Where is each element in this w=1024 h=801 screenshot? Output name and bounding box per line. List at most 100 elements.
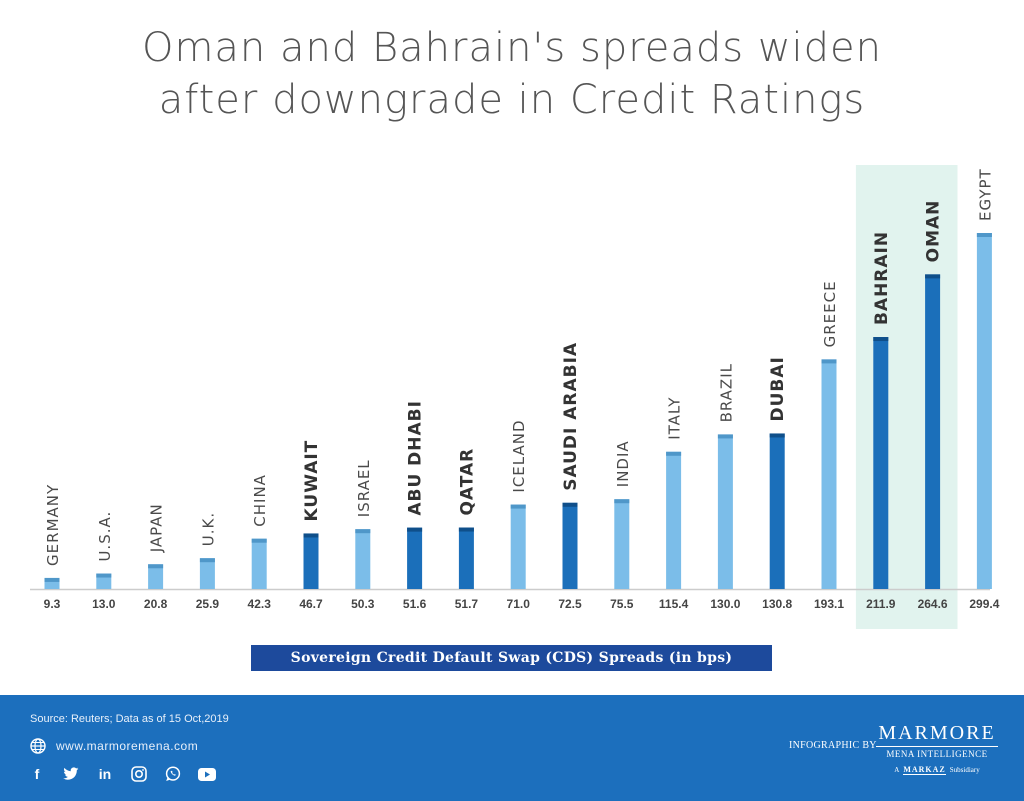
source-note: Source: Reuters; Data as of 15 Oct,2019 <box>30 713 229 725</box>
title-line-2: after downgrade in Credit Ratings <box>158 77 866 123</box>
title-line-1: Oman and Bahrain's spreads widen <box>141 25 883 71</box>
bar-cap-china <box>251 538 267 543</box>
bar-cap-saudi-arabia <box>562 502 578 507</box>
bar-cap-dubai <box>769 433 785 438</box>
bar-cap-oman <box>925 274 941 279</box>
value-label-germany: 9.3 <box>44 597 61 611</box>
category-label-bahrain: BAHRAIN <box>872 231 892 325</box>
value-label-dubai: 130.8 <box>762 597 792 611</box>
logo-parent: MARKAZ <box>903 765 946 775</box>
bar-egypt <box>976 233 992 589</box>
logo-brand: MARMORE <box>878 722 996 744</box>
bar-cap-greece <box>821 359 837 364</box>
value-label-japan: 20.8 <box>144 597 168 611</box>
globe-icon <box>30 738 46 754</box>
value-label-saudi-arabia: 72.5 <box>558 597 582 611</box>
infographic-credit: INFOGRAPHIC BY <box>789 740 877 751</box>
category-label-china: CHINA <box>251 474 269 527</box>
bar-cap-iceland <box>510 504 526 509</box>
bar-abu-dhabi <box>407 527 423 589</box>
value-label-india: 75.5 <box>610 597 634 611</box>
category-label-japan: JAPAN <box>148 503 166 553</box>
bar-greece <box>821 359 837 589</box>
instagram-icon[interactable] <box>130 765 148 783</box>
bar-cap-u-k <box>199 558 215 563</box>
bar-cap-qatar <box>458 527 474 532</box>
bar-cap-israel <box>355 529 371 534</box>
website-link[interactable]: www.marmoremena.com <box>56 739 199 753</box>
highlight-panel <box>855 165 958 629</box>
whatsapp-icon[interactable] <box>164 765 182 783</box>
category-label-dubai: DUBAI <box>768 356 788 421</box>
value-label-u-k: 25.9 <box>196 597 220 611</box>
bar-saudi-arabia <box>562 502 578 589</box>
category-label-kuwait: KUWAIT <box>302 440 322 522</box>
value-label-kuwait: 46.7 <box>299 597 323 611</box>
bar-cap-india <box>614 499 630 504</box>
bar-cap-brazil <box>717 434 733 439</box>
value-label-abu-dhabi: 51.6 <box>403 597 427 611</box>
logo-parent-line: A MARKAZ Subsidiary <box>876 765 998 775</box>
bar-germany <box>44 577 60 589</box>
bar-cap-u-s-a <box>96 573 112 578</box>
value-label-oman: 264.6 <box>918 597 948 611</box>
category-label-oman: OMAN <box>924 200 944 263</box>
value-label-italy: 115.4 <box>659 597 689 611</box>
category-label-u-k: U.K. <box>199 512 217 546</box>
social-links: f in <box>28 765 216 783</box>
value-label-greece: 193.1 <box>814 597 844 611</box>
category-label-germany: GERMANY <box>44 484 62 566</box>
value-label-u-s-a: 13.0 <box>92 597 116 611</box>
category-label-iceland: ICELAND <box>510 419 528 492</box>
bar-italy <box>666 451 682 589</box>
category-label-greece: GREECE <box>821 280 839 347</box>
bar-brazil <box>717 434 733 589</box>
bar-oman <box>925 274 941 589</box>
x-axis-caption: Sovereign Credit Default Swap (CDS) Spre… <box>251 645 772 671</box>
footer: Source: Reuters; Data as of 15 Oct,2019 … <box>0 695 1024 801</box>
bar-israel <box>355 529 371 589</box>
twitter-icon[interactable] <box>62 765 80 783</box>
bar-china <box>251 538 267 589</box>
category-label-italy: ITALY <box>666 397 684 440</box>
category-label-abu-dhabi: ABU DHABI <box>406 400 426 516</box>
bar-cap-abu-dhabi <box>407 527 423 532</box>
value-label-egypt: 299.4 <box>969 597 999 611</box>
bar-bahrain <box>873 337 889 589</box>
category-label-india: INDIA <box>614 440 632 487</box>
website-row[interactable]: www.marmoremena.com <box>30 735 198 757</box>
bar-cap-germany <box>44 577 60 582</box>
linkedin-icon[interactable]: in <box>98 766 112 782</box>
logo-prefix: A <box>894 766 900 774</box>
category-label-egypt: EGYPT <box>976 168 994 221</box>
bar-dubai <box>769 433 785 589</box>
marmore-logo: MARMORE MENA INTELLIGENCE A MARKAZ Subsi… <box>876 722 998 775</box>
value-label-israel: 50.3 <box>351 597 375 611</box>
bar-cap-kuwait <box>303 533 319 538</box>
value-label-qatar: 51.7 <box>455 597 479 611</box>
facebook-icon[interactable]: f <box>34 766 40 782</box>
category-label-saudi-arabia: SAUDI ARABIA <box>561 342 581 491</box>
category-label-brazil: BRAZIL <box>717 363 735 422</box>
category-label-israel: ISRAEL <box>355 459 373 517</box>
value-label-bahrain: 211.9 <box>866 597 896 611</box>
bar-iceland <box>510 504 526 589</box>
bar-cap-bahrain <box>873 337 889 342</box>
bar-kuwait <box>303 533 319 589</box>
bar-chart: 9.3 GERMANY 13.0 U.S.A. 20.8 JAPAN 25.9 U.K. 42.… <box>30 165 1000 629</box>
bar-india <box>614 499 630 589</box>
bar-japan <box>148 564 164 589</box>
value-label-brazil: 130.0 <box>710 597 740 611</box>
logo-tagline: MENA INTELLIGENCE <box>876 746 998 759</box>
category-label-qatar: QATAR <box>457 448 477 516</box>
category-label-u-s-a: U.S.A. <box>96 511 114 562</box>
youtube-icon[interactable] <box>198 765 216 783</box>
bar-u-k <box>199 558 215 589</box>
bar-cap-egypt <box>976 233 992 237</box>
chart-title: Oman and Bahrain's spreads widen after d… <box>0 22 1024 126</box>
value-label-iceland: 71.0 <box>507 597 531 611</box>
logo-suffix: Subsidiary <box>949 766 980 774</box>
value-label-china: 42.3 <box>248 597 272 611</box>
bar-cap-italy <box>666 451 682 456</box>
bar-cap-japan <box>148 564 164 569</box>
